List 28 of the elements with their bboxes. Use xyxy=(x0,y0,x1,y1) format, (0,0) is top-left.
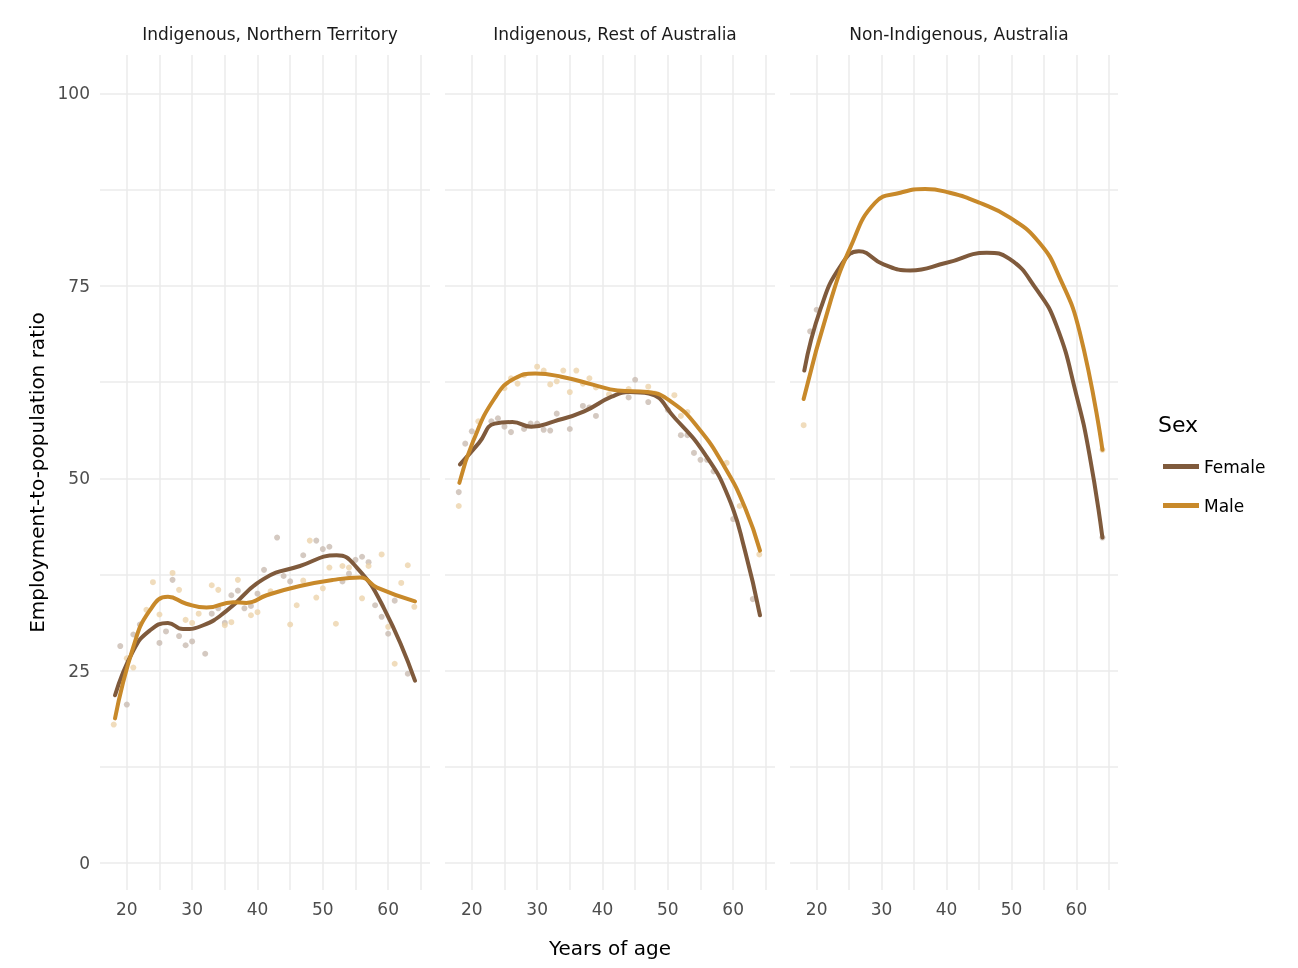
legend-label: Female xyxy=(1204,456,1266,477)
x-tick-label: 20 xyxy=(115,898,138,919)
y-tick-label: 50 xyxy=(68,468,90,489)
x-tick-label: 50 xyxy=(312,898,334,919)
chart-title: Indigenous, Rest of Australia xyxy=(493,23,737,44)
chart-title: Indigenous, Northern Territory xyxy=(142,23,398,44)
y-axis-title: Employment-to-population ratio xyxy=(24,312,49,633)
x-tick-label: 30 xyxy=(181,898,203,919)
x-tick-label: 40 xyxy=(591,898,614,919)
x-tick-label: 20 xyxy=(805,898,828,919)
y-tick-label: 0 xyxy=(79,853,90,874)
x-tick-label: 50 xyxy=(1000,898,1023,919)
x-tick-label: 30 xyxy=(526,898,548,919)
legend-title: Sex xyxy=(1158,411,1199,437)
chart-title: Non-Indigenous, Australia xyxy=(849,23,1069,44)
y-tick-label: 75 xyxy=(68,275,90,296)
y-tick-label: 100 xyxy=(57,83,90,104)
y-tick-label: 25 xyxy=(68,660,90,681)
x-tick-label: 30 xyxy=(870,898,893,919)
x-tick-label: 60 xyxy=(377,898,399,919)
x-tick-label: 20 xyxy=(460,898,483,919)
legend-label: Male xyxy=(1204,495,1245,516)
x-axis-title: Years of age xyxy=(547,936,672,960)
x-tick-label: 40 xyxy=(935,898,958,919)
x-tick-label: 60 xyxy=(722,898,744,919)
x-tick-label: 50 xyxy=(657,898,679,919)
x-tick-label: 40 xyxy=(246,898,269,919)
x-tick-label: 60 xyxy=(1065,898,1088,919)
